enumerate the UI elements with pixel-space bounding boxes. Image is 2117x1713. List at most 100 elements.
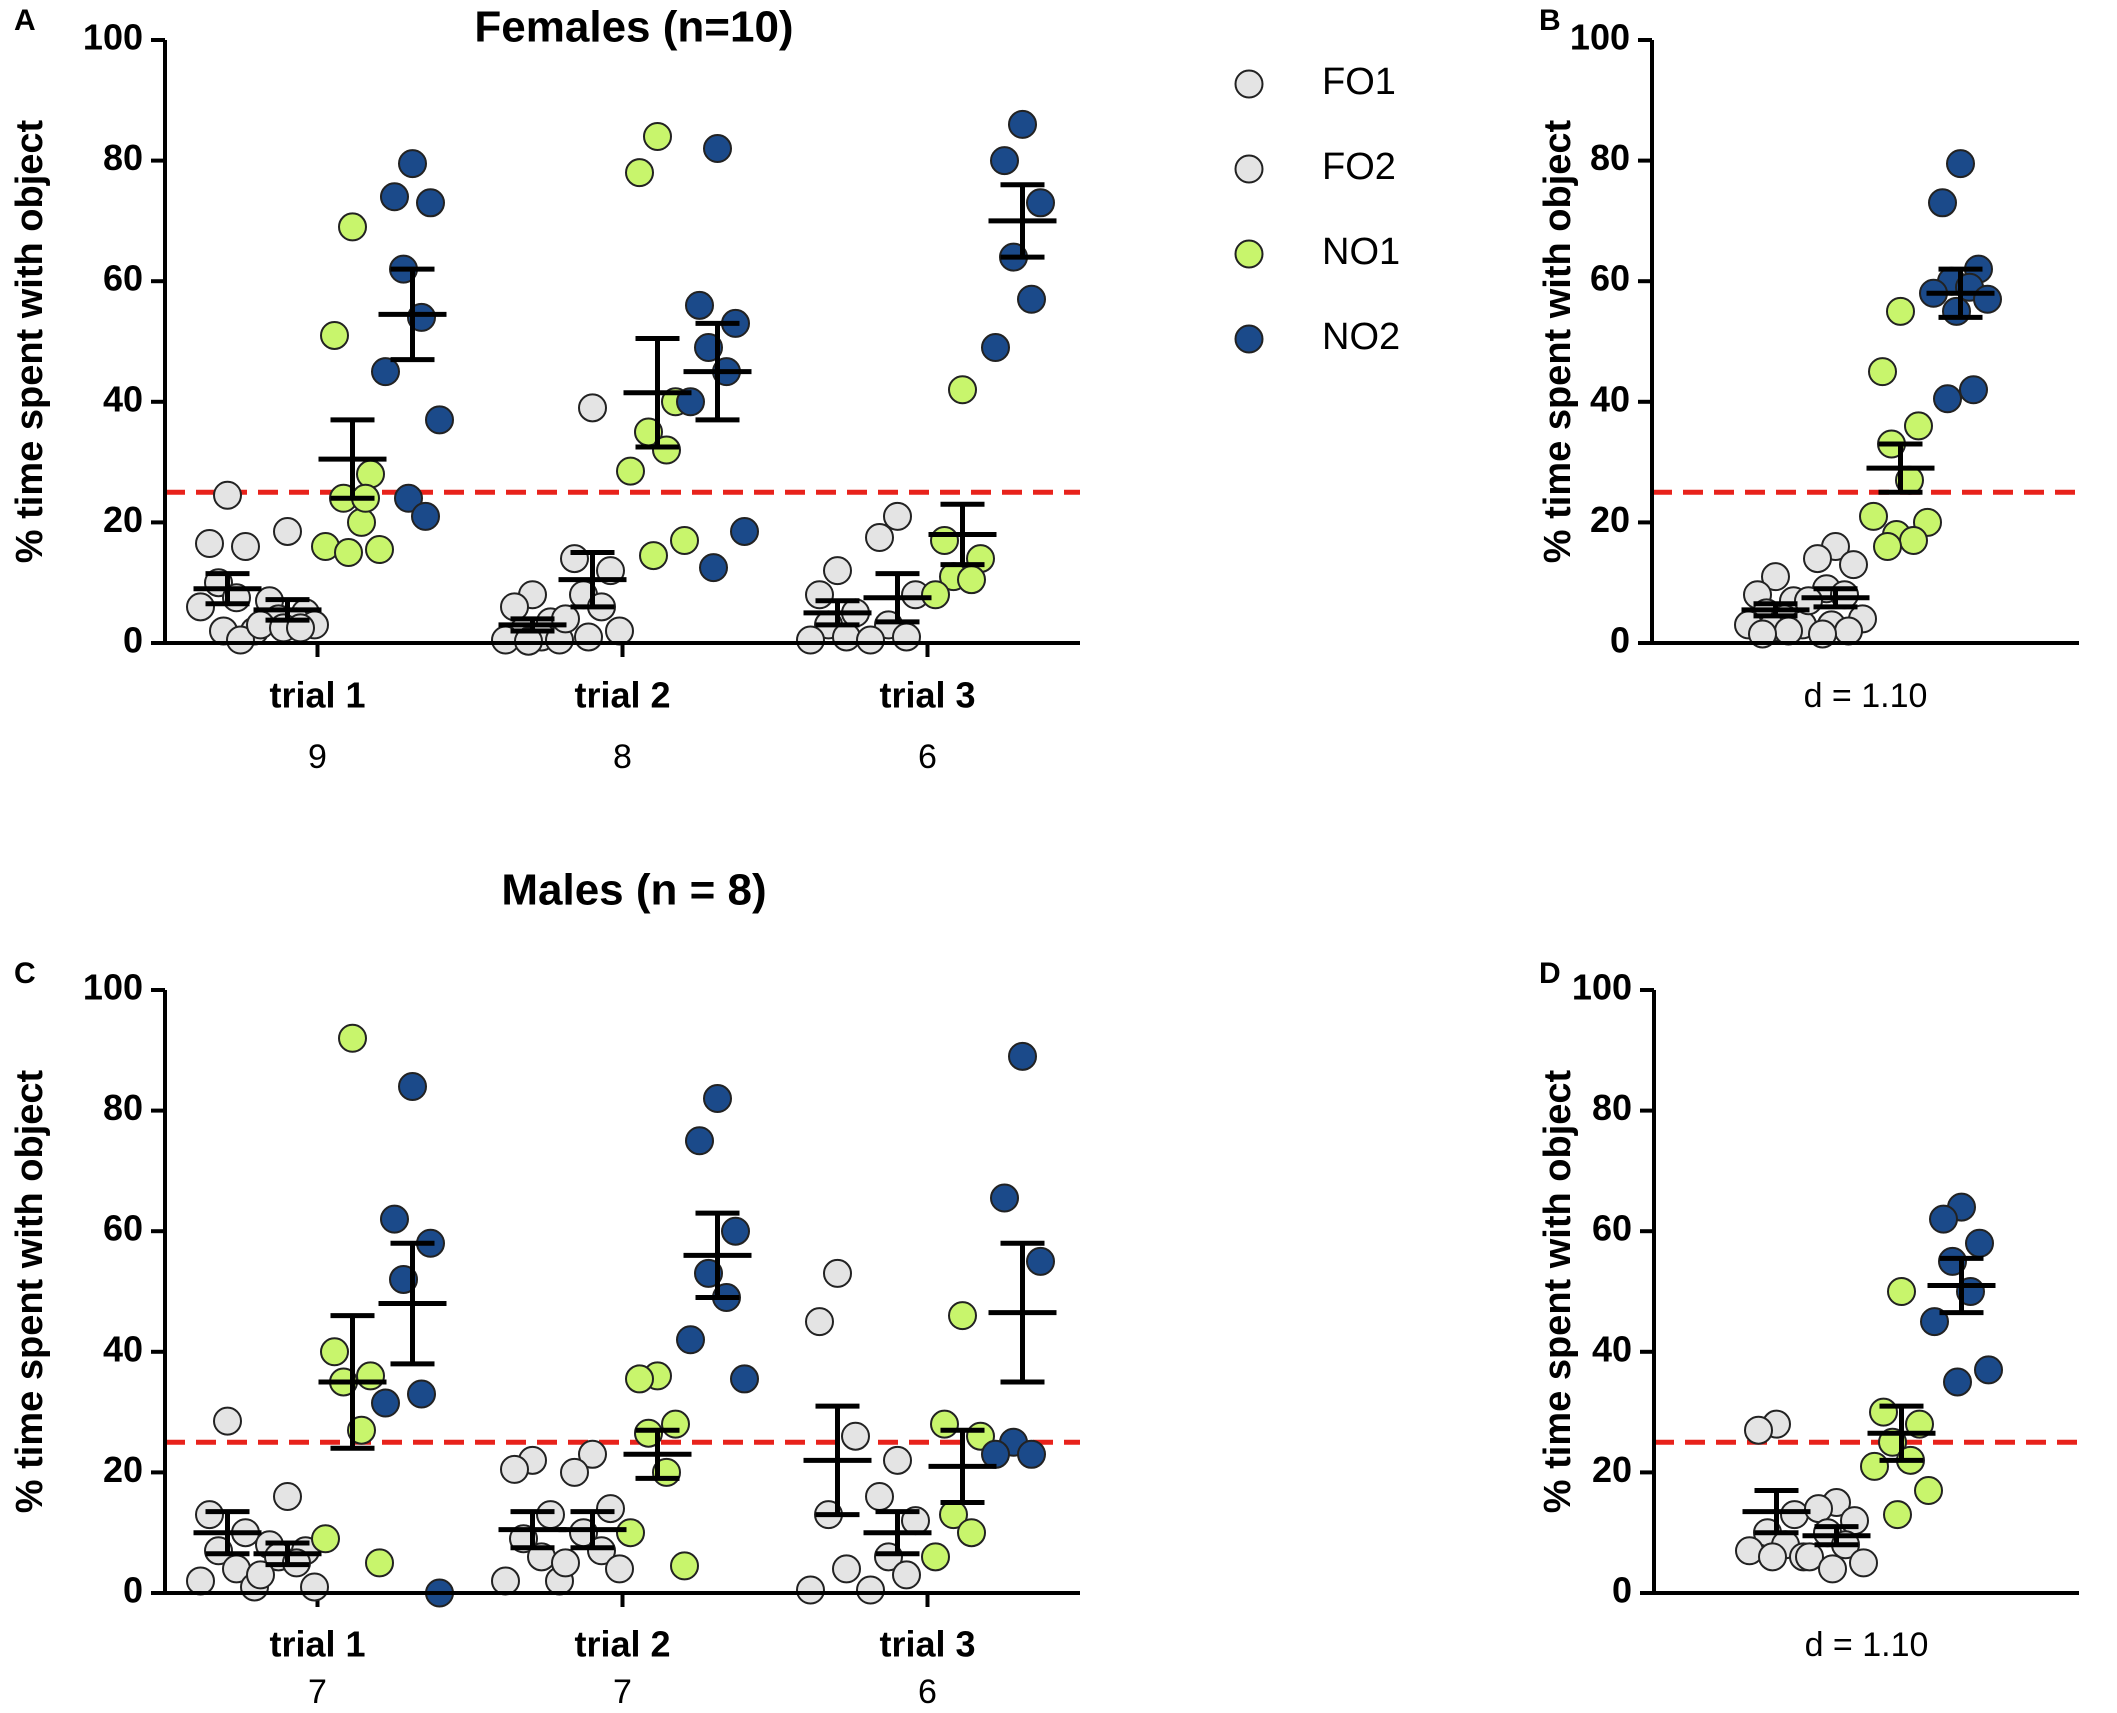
data-point (948, 1301, 977, 1331)
data-point (300, 1572, 329, 1602)
data-point (596, 1494, 625, 1524)
category-count: 7 (308, 1673, 327, 1711)
data-point (1758, 1542, 1787, 1572)
data-point (500, 1454, 529, 1484)
data-point (1803, 544, 1832, 574)
data-point (398, 149, 427, 179)
data-point (1834, 616, 1863, 646)
data-point (1017, 1439, 1046, 1469)
data-point (411, 501, 440, 531)
data-point (1959, 375, 1988, 405)
data-point (796, 625, 825, 655)
data-point (1780, 1500, 1809, 1530)
x-tick-label: trial 2 (574, 675, 670, 716)
data-point (1748, 619, 1777, 649)
data-point (1943, 1367, 1972, 1397)
legend-label: NO1 (1322, 231, 1400, 273)
data-point (578, 393, 607, 423)
data-point (347, 507, 376, 537)
data-point (616, 1518, 645, 1548)
data-point (491, 1566, 520, 1596)
y-tick-label: 100 (1570, 17, 1630, 58)
data-point (1868, 357, 1897, 387)
data-point (1942, 296, 1971, 326)
legend-label: NO2 (1322, 316, 1400, 358)
data-point (560, 544, 589, 574)
data-point (365, 535, 394, 565)
x-tick-label: trial 2 (574, 1624, 670, 1665)
data-point (551, 604, 580, 634)
category-count: 6 (918, 738, 937, 776)
data-point (856, 625, 885, 655)
data-point (730, 516, 759, 546)
y-tick-label: 60 (103, 258, 143, 299)
data-point (560, 1457, 589, 1487)
data-point (186, 592, 215, 622)
data-point (832, 622, 861, 652)
data-point (398, 1071, 427, 1101)
data-point (1774, 616, 1803, 646)
data-point (1929, 1204, 1958, 1234)
data-point (394, 483, 423, 513)
panel-label: B (1539, 4, 1561, 37)
data-point (1886, 296, 1915, 326)
data-point (371, 1388, 400, 1418)
data-point (407, 1379, 436, 1409)
data-point (1965, 1228, 1994, 1258)
panel-label: D (1539, 957, 1561, 990)
data-point (643, 121, 672, 151)
data-point (578, 1439, 607, 1469)
data-point (676, 1325, 705, 1355)
data-point (1859, 501, 1888, 531)
data-point (892, 622, 921, 652)
y-tick-label: 80 (1592, 1087, 1632, 1128)
data-point (356, 459, 385, 489)
data-point (273, 1482, 302, 1512)
data-point (625, 1364, 654, 1394)
data-point (625, 158, 654, 188)
data-point (365, 1548, 394, 1578)
data-point (730, 1364, 759, 1394)
data-point (823, 556, 852, 586)
y-tick-label: 40 (1590, 378, 1630, 419)
data-point (186, 1566, 215, 1596)
data-point (703, 134, 732, 164)
data-point (1026, 1246, 1055, 1276)
data-point (990, 146, 1019, 176)
x-axis-label: d = 1.10 (1804, 677, 1928, 715)
data-point (195, 1500, 224, 1530)
data-point (273, 516, 302, 546)
data-point (1873, 532, 1902, 562)
y-tick-label: 0 (1610, 620, 1630, 661)
data-point (699, 553, 728, 583)
category-count: 9 (308, 738, 327, 776)
y-tick-label: 40 (103, 1328, 143, 1369)
data-point (841, 1421, 870, 1451)
data-point (1808, 619, 1837, 649)
data-point (832, 1554, 861, 1584)
data-point (930, 1409, 959, 1439)
y-tick-label: 20 (1590, 499, 1630, 540)
data-point (334, 538, 363, 568)
y-axis-label: % time spent with object (1537, 1069, 1579, 1513)
data-point (796, 1575, 825, 1605)
data-point (670, 1551, 699, 1581)
data-point (957, 565, 986, 595)
data-point (195, 529, 224, 559)
y-tick-label: 80 (103, 1087, 143, 1128)
data-point (856, 1575, 885, 1605)
data-point (1887, 1277, 1916, 1306)
legend-marker (1234, 324, 1264, 354)
data-point (721, 1216, 750, 1246)
data-point (356, 1361, 385, 1391)
y-tick-label: 60 (1590, 258, 1630, 299)
data-point (957, 1518, 986, 1548)
data-point (574, 622, 603, 652)
legend-marker (1234, 154, 1264, 184)
data-point (320, 1337, 349, 1367)
y-tick-label: 20 (1592, 1449, 1632, 1490)
data-point (685, 1126, 714, 1156)
data-point (981, 333, 1010, 363)
data-point (1860, 1451, 1889, 1481)
